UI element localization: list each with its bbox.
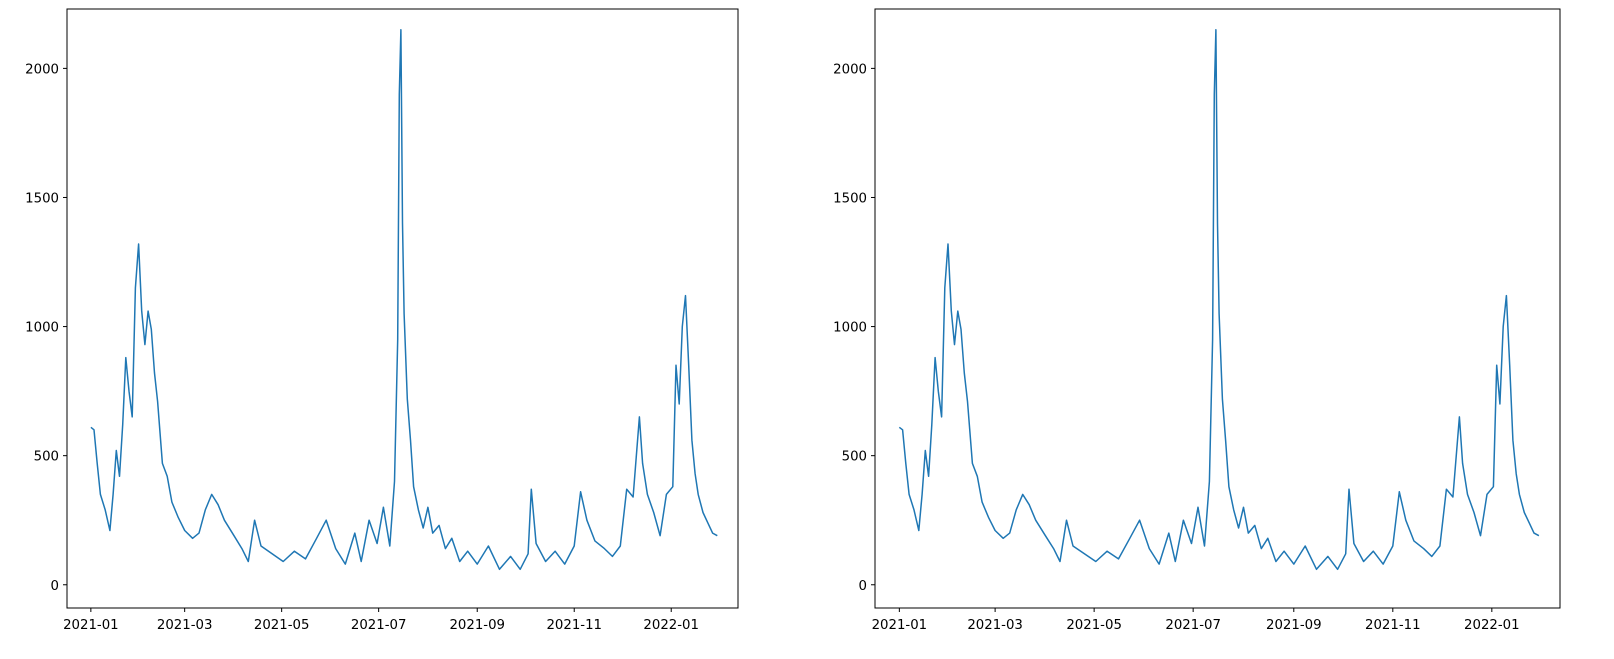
plot-frame [66, 8, 739, 609]
y-tick-label: 2000 [25, 62, 59, 77]
y-tick-label: 1000 [25, 321, 59, 336]
x-tick-label: 2021-01 [872, 618, 928, 633]
x-tick-label: 2022-01 [643, 618, 699, 633]
series-line-0 [898, 28, 1540, 571]
x-tick-label: 2021-05 [254, 618, 310, 633]
y-tick-label: 500 [34, 450, 59, 465]
x-tick-label: 2021-03 [967, 618, 1023, 633]
x-tick-label: 2022-01 [1464, 618, 1520, 633]
x-tick-label: 2021-07 [351, 618, 407, 633]
x-tick-label: 2021-05 [1066, 618, 1122, 633]
y-tick-label: 2000 [833, 62, 867, 77]
y-tick-label: 1000 [833, 321, 867, 336]
left-line-chart-panel: 0 500 1000 1500 2000 2021-01 2021-03 2021-05 202… [25, 8, 739, 633]
x-tick-label: 2021-01 [63, 618, 119, 633]
y-tick-label: 500 [842, 450, 867, 465]
y-tick-label: 0 [859, 579, 867, 594]
right-line-chart-panel: 0 500 1000 1500 2000 2021-01 2021-03 2021-05 202… [833, 8, 1561, 633]
y-tick-label: 0 [51, 579, 59, 594]
x-tick-label: 2021-07 [1165, 618, 1221, 633]
series-line-0 [90, 28, 718, 571]
plot-frame [874, 8, 1561, 609]
y-tick-label: 1500 [25, 191, 59, 206]
x-tick-label: 2021-11 [546, 618, 602, 633]
x-tick-label: 2021-09 [1266, 618, 1322, 633]
x-tick-label: 2021-03 [157, 618, 213, 633]
x-tick-label: 2021-11 [1365, 618, 1421, 633]
x-tick-label: 2021-09 [449, 618, 505, 633]
y-tick-label: 1500 [833, 191, 867, 206]
